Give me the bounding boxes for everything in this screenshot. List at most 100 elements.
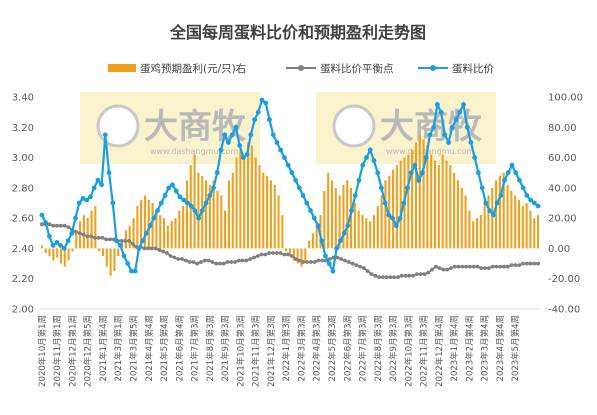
profit-bar — [67, 248, 70, 261]
egg-feed-ratio-point — [367, 147, 373, 153]
breakeven-point — [308, 260, 313, 264]
legend-label-breakeven: 蛋料比价平衡点 — [320, 62, 394, 75]
profit-bar — [327, 172, 330, 249]
egg-feed-ratio-point — [341, 230, 347, 236]
breakeven-point — [248, 257, 253, 261]
breakeven-point — [361, 266, 366, 271]
breakeven-point — [153, 246, 158, 251]
profit-bar — [224, 210, 227, 249]
profit-bar — [86, 218, 89, 249]
egg-feed-ratio-point — [300, 193, 306, 198]
profit-bar — [304, 248, 307, 261]
x-tick-label: 2020年12月第1周 — [67, 315, 78, 387]
breakeven-point — [229, 260, 234, 264]
profit-bar — [231, 172, 234, 249]
profit-bar — [113, 248, 116, 272]
egg-feed-ratio-point — [229, 132, 235, 138]
right-axis-tick-label: 60.00 — [548, 153, 577, 164]
profit-bar — [182, 206, 185, 249]
profit-bar — [40, 245, 43, 249]
profit-bar — [472, 221, 475, 249]
profit-bar — [101, 248, 105, 256]
breakeven-point — [218, 261, 222, 266]
profit-bar — [399, 160, 402, 249]
breakeven-point — [305, 260, 309, 264]
egg-feed-ratio-point — [114, 238, 119, 244]
profit-bar — [453, 172, 456, 249]
egg-feed-ratio-point — [255, 109, 261, 115]
egg-feed-ratio-point — [326, 261, 332, 266]
x-tick-label: 2022年5月第3周 — [327, 315, 338, 381]
egg-feed-ratio-point — [513, 170, 519, 176]
profit-bar — [285, 248, 288, 252]
egg-feed-ratio-point — [487, 208, 492, 213]
egg-feed-ratio-point — [393, 223, 399, 229]
breakeven-point — [66, 225, 71, 230]
breakeven-point — [301, 260, 306, 264]
egg-feed-ratio-point — [102, 132, 108, 138]
breakeven-point — [320, 258, 325, 263]
egg-feed-ratio-point — [259, 97, 265, 103]
axes: 2.00 2.20 2.40 2.60 2.80 3.00 3.20 3.40 -40.00 -2… — [12, 93, 583, 316]
x-tick-label: 2021年12月第3周 — [266, 315, 277, 387]
egg-feed-ratio-point — [233, 124, 239, 130]
egg-feed-ratio-point — [147, 223, 153, 229]
egg-feed-ratio-point — [46, 233, 52, 239]
egg-feed-ratio-point — [121, 253, 127, 259]
egg-feed-ratio-point — [446, 140, 451, 145]
profit-bar — [521, 206, 524, 249]
breakeven-point — [202, 258, 207, 263]
egg-feed-ratio-point — [461, 102, 466, 107]
breakeven-point — [119, 238, 124, 243]
egg-feed-ratio-point — [80, 196, 86, 201]
profit-bar — [216, 190, 219, 249]
breakeven-point — [513, 263, 518, 267]
x-tick-label: 2021年3月第5周 — [129, 315, 140, 381]
profit-bar — [174, 218, 177, 249]
breakeven-point — [130, 241, 135, 246]
profit-bar — [98, 248, 101, 252]
egg-feed-ratio-point — [535, 203, 541, 209]
legend-marker-breakeven — [298, 65, 304, 71]
profit-bar — [239, 150, 242, 249]
egg-feed-ratio-point — [278, 147, 284, 153]
egg-feed-ratio-point — [453, 117, 459, 123]
egg-feed-ratio-point — [427, 132, 433, 138]
egg-feed-ratio-point — [379, 185, 384, 191]
egg-feed-ratio-point — [166, 185, 172, 191]
egg-feed-ratio-point — [438, 109, 444, 115]
breakeven-point — [255, 254, 260, 258]
egg-feed-ratio-point — [222, 132, 228, 138]
x-tick-label: 2021年8月第3周 — [205, 315, 216, 381]
egg-feed-ratio-point — [349, 208, 354, 213]
egg-feed-ratio-point — [88, 194, 93, 200]
egg-feed-ratio-point — [69, 230, 75, 236]
profit-bar — [529, 210, 532, 249]
profit-bar — [128, 225, 131, 249]
egg-feed-ratio-point — [91, 185, 97, 191]
breakeven-point — [172, 255, 177, 260]
profit-bar — [537, 215, 540, 249]
watermark-url: www.dashangmu.com — [386, 147, 474, 156]
breakeven-point — [274, 251, 279, 255]
egg-feed-ratio-point — [185, 200, 190, 206]
right-axis-tick-label: 0.00 — [548, 244, 570, 255]
breakeven-point — [486, 266, 491, 271]
egg-feed-ratio-point — [151, 215, 157, 221]
breakeven-point — [441, 267, 446, 272]
egg-feed-ratio-point — [311, 215, 317, 221]
profit-bar — [220, 195, 223, 249]
breakeven-point — [384, 275, 389, 280]
profit-bar — [445, 160, 448, 249]
breakeven-point — [89, 234, 94, 239]
left-axis-tick-label: 2.40 — [12, 244, 34, 255]
breakeven-point — [418, 272, 423, 277]
x-tick-label: 2021年1月第4周 — [98, 315, 109, 381]
watermark-logo-icon — [96, 104, 140, 148]
egg-feed-ratio-point — [375, 170, 381, 176]
watermark-logo-icon — [332, 104, 376, 148]
breakeven-point — [149, 246, 154, 251]
profit-bar — [369, 221, 372, 249]
profit-bar — [437, 165, 440, 249]
profit-bar — [334, 187, 337, 249]
